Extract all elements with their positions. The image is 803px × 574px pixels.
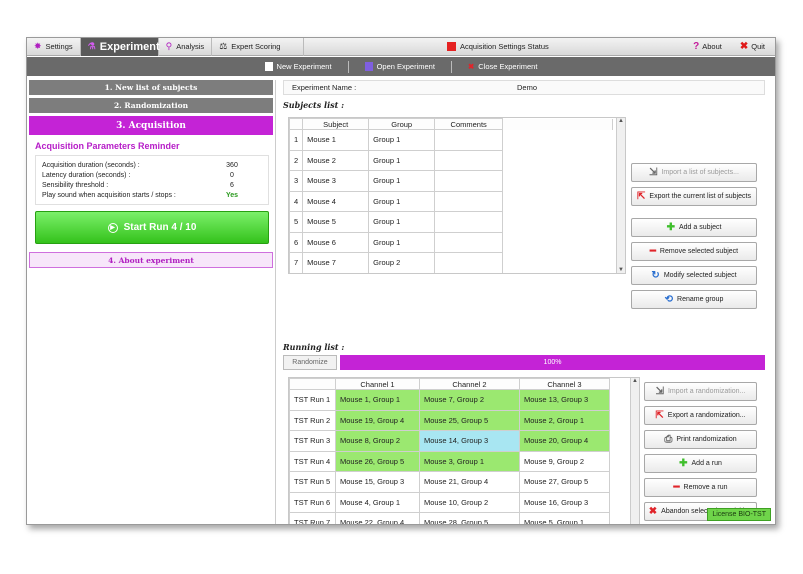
- subjects-scrollbar[interactable]: ▲ ▼: [616, 118, 625, 273]
- table-row[interactable]: TST Run 2 Mouse 19, Group 4 Mouse 25, Grou…: [289, 409, 610, 431]
- magnifier-icon: ⚲: [165, 41, 173, 51]
- step-acquisition[interactable]: 3. Acquisition: [29, 116, 273, 135]
- play-icon: ▶: [107, 222, 118, 233]
- table-row[interactable]: TST Run 6 Mouse 4, Group 1 Mouse 10, Group…: [289, 491, 610, 513]
- new-experiment-button[interactable]: New Experiment: [255, 62, 342, 71]
- table-row[interactable]: 4 Mouse 4 Group 1: [289, 190, 613, 212]
- scale-icon: ⚖: [219, 41, 228, 51]
- import-randomization-button[interactable]: ⇲ Import a randomization...: [644, 382, 757, 401]
- minus-icon: ━: [649, 246, 656, 257]
- step-new-list-of-subjects[interactable]: 1. New list of subjects: [29, 80, 273, 95]
- workflow-panel: 1. New list of subjects 2. Randomization…: [27, 80, 276, 524]
- reminder-row: Play sound when acquisition starts / sto…: [42, 191, 239, 199]
- close-experiment-button[interactable]: ✖ Close Experiment: [467, 62, 538, 71]
- start-run-button[interactable]: ▶ Start Run 4 / 10: [35, 211, 269, 244]
- reminder-title: Acquisition Parameters Reminder: [35, 141, 180, 151]
- column-header[interactable]: Channel 3: [519, 378, 610, 390]
- step-about-experiment[interactable]: 4. About experiment: [29, 252, 273, 268]
- scroll-up-icon[interactable]: ▲: [632, 378, 638, 384]
- column-header[interactable]: Channel 1: [335, 378, 420, 390]
- table-row[interactable]: 3 Mouse 3 Group 1: [289, 170, 613, 192]
- tab-settings[interactable]: ✸ Settings: [27, 38, 81, 56]
- reminder-row: Latency duration (seconds) :0: [42, 171, 234, 179]
- about-button[interactable]: ? About: [693, 41, 722, 52]
- reminder-box: Acquisition duration (seconds) :360 Late…: [35, 155, 269, 205]
- rename-group-button[interactable]: ⟲ Rename group: [631, 290, 757, 309]
- export-icon: ⇱: [655, 410, 664, 421]
- export-subjects-button[interactable]: ⇱ Export the current list of subjects: [631, 187, 757, 206]
- subjects-table: Subject Group Comments 1 Mouse 1 Group 1 2…: [288, 117, 626, 274]
- app-window: ✸ Settings ⚗ Experiment ⚲ Analysis ⚖ Expert …: [26, 37, 776, 525]
- step-randomization[interactable]: 2. Randomization: [29, 98, 273, 113]
- toolbar-divider: [450, 60, 452, 73]
- add-subject-button[interactable]: ✚ Add a subject: [631, 218, 757, 237]
- column-header[interactable]: Group: [368, 118, 436, 130]
- remove-subject-button[interactable]: ━ Remove selected subject: [631, 242, 757, 261]
- column-header[interactable]: Channel 2: [419, 378, 520, 390]
- license-badge: License BIO-TST: [707, 508, 771, 521]
- table-row[interactable]: TST Run 4 Mouse 26, Group 5 Mouse 3, Group…: [289, 450, 610, 472]
- remove-run-button[interactable]: ━ Remove a run: [644, 478, 757, 497]
- question-icon: ?: [693, 41, 700, 52]
- table-row[interactable]: TST Run 3 Mouse 8, Group 2 Mouse 14, Group…: [289, 430, 610, 452]
- minus-icon: ━: [673, 482, 680, 493]
- tab-expert-scoring[interactable]: ⚖ Expert Scoring: [212, 38, 305, 56]
- running-scrollbar[interactable]: ▲▼: [630, 378, 639, 524]
- import-subjects-button[interactable]: ⇲ Import a list of subjects...: [631, 163, 757, 182]
- rename-icon: ⟲: [664, 294, 674, 305]
- printer-icon: ⎙: [664, 434, 673, 445]
- export-icon: ⇱: [637, 191, 646, 202]
- table-row[interactable]: 5 Mouse 5 Group 1: [289, 211, 613, 233]
- tab-experiment[interactable]: ⚗ Experiment: [80, 38, 160, 56]
- tab-bar: ✸ Settings ⚗ Experiment ⚲ Analysis ⚖ Expert …: [27, 38, 775, 56]
- tab-analysis[interactable]: ⚲ Analysis: [159, 38, 213, 56]
- export-randomization-button[interactable]: ⇱ Export a randomization...: [644, 406, 757, 425]
- add-run-button[interactable]: ✚ Add a run: [644, 454, 757, 473]
- column-header[interactable]: Comments: [434, 118, 504, 130]
- open-experiment-button[interactable]: Open Experiment: [355, 62, 445, 71]
- subjects-list-title: Subjects list :: [283, 100, 345, 110]
- close-icon: ✖: [648, 506, 658, 517]
- column-header[interactable]: Subject: [302, 118, 370, 130]
- quit-button[interactable]: ✖ Quit: [739, 41, 765, 52]
- reminder-row: Acquisition duration (seconds) :360: [42, 161, 238, 169]
- refresh-icon: ↻: [651, 270, 660, 281]
- experiment-toolbar: New Experiment Open Experiment ✖ Close E…: [27, 57, 775, 76]
- status-indicator-icon: [447, 42, 456, 51]
- new-document-icon: [264, 62, 273, 71]
- table-row[interactable]: 2 Mouse 2 Group 1: [289, 149, 613, 171]
- gear-icon: ✸: [34, 41, 42, 51]
- reminder-row: Sensibility threshold :6: [42, 181, 234, 189]
- plus-icon: ✚: [666, 222, 675, 233]
- table-row[interactable]: 1 Mouse 1 Group 1: [289, 129, 613, 151]
- close-icon: ✖: [739, 41, 749, 52]
- main-panel: Experiment Name : Demo Subjects list : S…: [281, 80, 775, 524]
- scroll-up-icon[interactable]: ▲: [618, 118, 624, 124]
- acquisition-settings-status: Acquisition Settings Status: [447, 42, 549, 51]
- plus-icon: ✚: [679, 458, 688, 469]
- randomize-button[interactable]: Randomize: [283, 355, 337, 370]
- table-row[interactable]: 7 Mouse 7 Group 2: [289, 252, 613, 273]
- close-icon: ✖: [467, 62, 475, 71]
- import-icon: ⇲: [649, 167, 658, 178]
- toolbar-divider: [347, 60, 349, 73]
- print-randomization-button[interactable]: ⎙ Print randomization: [644, 430, 757, 449]
- table-row[interactable]: TST Run 7 Mouse 22, Group 4 Mouse 28, Grou…: [289, 512, 610, 524]
- table-row[interactable]: 6 Mouse 6 Group 1: [289, 231, 613, 253]
- experiment-name-field: Experiment Name : Demo: [283, 80, 765, 95]
- scroll-down-icon[interactable]: ▼: [618, 267, 624, 273]
- flask-icon: ⚗: [87, 41, 96, 51]
- running-list-title: Running list :: [283, 342, 345, 352]
- progress-bar: 100%: [340, 355, 765, 370]
- table-row[interactable]: TST Run 5 Mouse 15, Group 3 Mouse 21, Grou…: [289, 471, 610, 493]
- modify-subject-button[interactable]: ↻ Modify selected subject: [631, 266, 757, 285]
- table-row[interactable]: TST Run 1 Mouse 1, Group 1 Mouse 7, Group …: [289, 389, 610, 411]
- import-icon: ⇲: [655, 386, 664, 397]
- open-folder-icon: [364, 62, 373, 71]
